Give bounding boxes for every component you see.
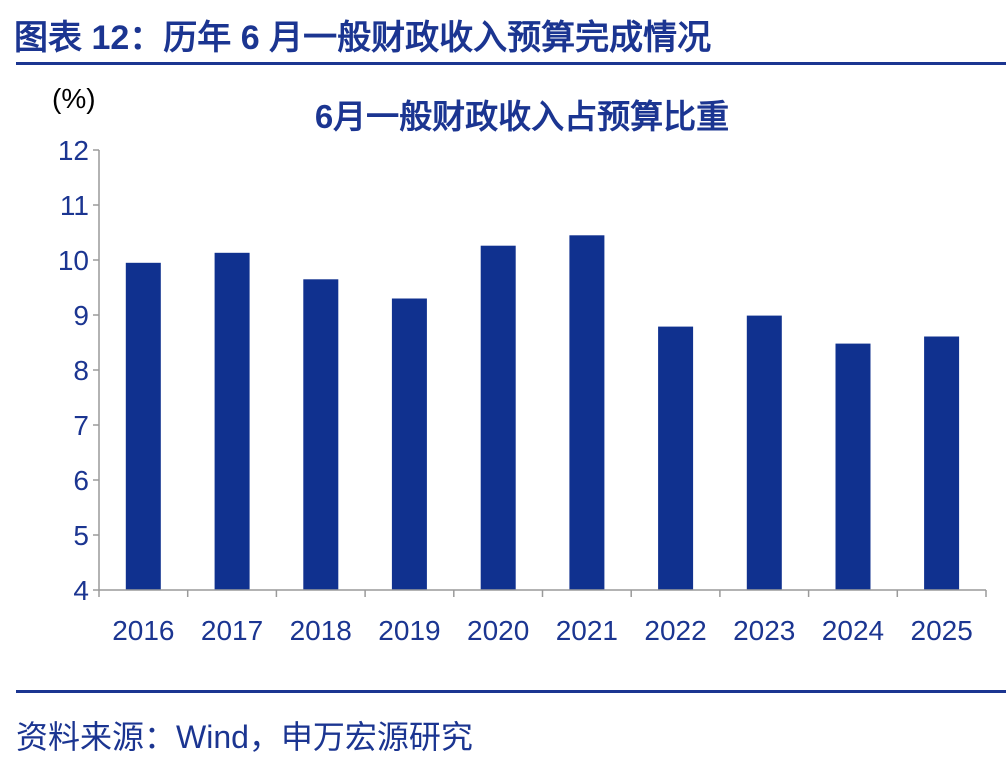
- bar-2017: [214, 252, 250, 591]
- bar-2025: [924, 336, 960, 590]
- bar-2018: [303, 279, 339, 591]
- bar-2019: [391, 298, 427, 590]
- bar-2022: [658, 326, 694, 590]
- x-tick-label-2019: 2019: [378, 615, 440, 646]
- x-tick-label-2020: 2020: [467, 615, 529, 646]
- x-tick-label-2024: 2024: [822, 615, 884, 646]
- y-tick-label-11: 11: [60, 190, 89, 221]
- y-tick-labels: 4 5 6 7 8 9 10 11 12: [58, 135, 89, 606]
- bottom-divider: [16, 690, 1006, 693]
- source-note: 资料来源：Wind，申万宏源研究: [16, 719, 473, 755]
- x-tick-label-2017: 2017: [201, 615, 263, 646]
- bar-2020: [480, 245, 516, 590]
- y-tick-label-5: 5: [73, 520, 89, 551]
- bar-2023: [746, 315, 782, 590]
- x-tick-label-2025: 2025: [911, 615, 973, 646]
- axes-group: [93, 149, 987, 597]
- y-tick-label-9: 9: [73, 300, 89, 331]
- top-divider: [16, 62, 1006, 65]
- x-tick-label-2023: 2023: [733, 615, 795, 646]
- y-tick-label-10: 10: [58, 245, 89, 276]
- bar-2016: [125, 262, 161, 590]
- y-tick-label-12: 12: [58, 135, 89, 166]
- figure-title: 图表 12：历年 6 月一般财政收入预算完成情况: [14, 19, 712, 57]
- x-tick-label-2016: 2016: [112, 615, 174, 646]
- x-tick-labels: 2016 2017 2018 2019 2020 2021 2022 2023 2024 2025: [112, 615, 973, 646]
- y-tick-label-8: 8: [73, 355, 89, 386]
- chart-title: 6月一般财政收入占预算比重: [315, 98, 729, 135]
- bar-2024: [835, 343, 871, 590]
- x-tick-label-2018: 2018: [290, 615, 352, 646]
- x-tick-label-2022: 2022: [644, 615, 706, 646]
- x-tick-label-2021: 2021: [556, 615, 618, 646]
- bar-2021: [569, 235, 605, 591]
- y-tick-label-4: 4: [73, 575, 89, 606]
- y-tick-label-6: 6: [73, 465, 89, 496]
- y-tick-label-7: 7: [73, 410, 89, 441]
- bar-group: [125, 235, 960, 591]
- y-axis-unit-label: (%): [52, 83, 96, 114]
